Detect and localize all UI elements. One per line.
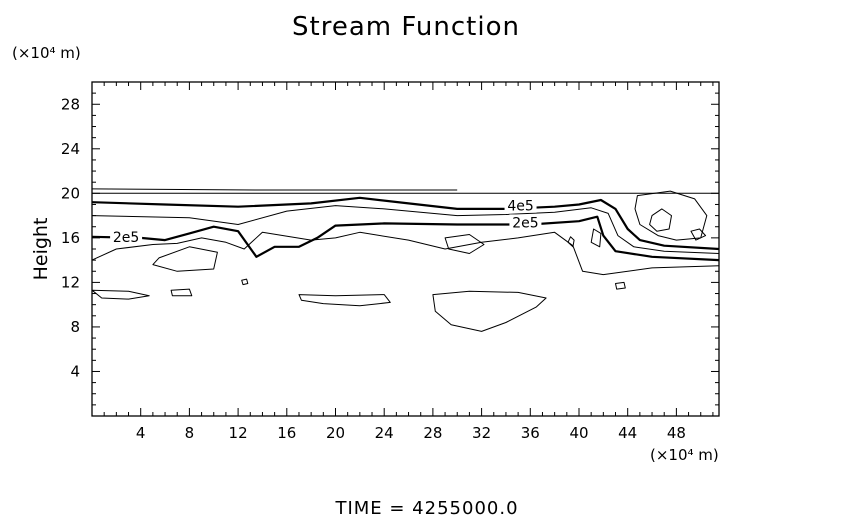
contour-c-blob-small-right (690, 228, 707, 241)
contour-c-small-12 (241, 278, 249, 286)
x-tick-label: 8 (185, 424, 195, 442)
y-tick-label: 28 (61, 95, 80, 113)
x-tick-label: 4 (136, 424, 146, 442)
x-axis-unit: (×10⁴ m) (650, 446, 719, 464)
contour-c-top-thin (91, 188, 458, 191)
contour-label-bg (110, 228, 143, 244)
x-tick-label: 32 (472, 424, 491, 442)
contour-label-bg (509, 214, 542, 230)
contour-c-low-left2 (170, 288, 193, 297)
contour-label: 2e5 (512, 215, 538, 231)
y-tick-label: 4 (70, 362, 80, 380)
contour-c-mid-left (152, 246, 218, 272)
x-tick-label: 44 (618, 424, 637, 442)
contour-c-small-43 (615, 281, 626, 290)
contour-c-big-low (432, 290, 547, 332)
y-axis-unit: (×10⁴ m) (12, 44, 81, 62)
contour-c-1e5 (91, 231, 720, 276)
y-tick-label: 24 (61, 140, 80, 158)
x-tick-label: 36 (521, 424, 540, 442)
contour-c-2e5 (91, 215, 720, 262)
contour-label-bg (504, 197, 537, 213)
contour-c-3e5 (91, 205, 720, 254)
x-tick-label: 20 (326, 424, 345, 442)
contour-c-blob-right-inner (649, 208, 672, 232)
y-tick-label: 20 (61, 184, 80, 202)
x-tick-label: 12 (229, 424, 248, 442)
y-tick-label: 12 (61, 273, 80, 291)
x-tick-label: 16 (277, 424, 296, 442)
x-tick-label: 48 (667, 424, 686, 442)
y-tick-label: 16 (61, 229, 80, 247)
contour-c-low-left (91, 289, 150, 300)
x-tick-label: 28 (423, 424, 442, 442)
contour-c-mid-center (444, 234, 485, 254)
time-readout: TIME = 4255000.0 (335, 498, 519, 519)
contour-c-low-mid (298, 294, 391, 307)
plot-frame (91, 81, 720, 417)
x-tick-label: 40 (569, 424, 588, 442)
contour-c-blob-39 (567, 236, 575, 248)
contour-c-blob-right (634, 190, 708, 241)
y-tick-label: 8 (70, 318, 80, 336)
contour-label: 4e5 (507, 199, 533, 215)
x-tick-label: 24 (375, 424, 394, 442)
chart-title: Stream Function (292, 12, 520, 42)
contour-c-blob-40 (590, 228, 602, 248)
contour-label: 2e5 (113, 230, 139, 246)
